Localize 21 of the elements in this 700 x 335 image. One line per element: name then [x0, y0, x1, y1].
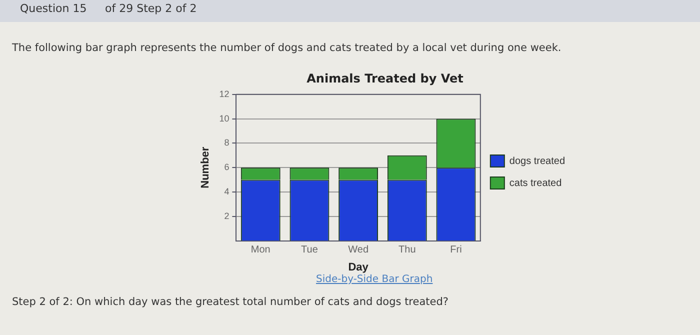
x-tick-label: Mon — [250, 244, 270, 256]
text: Question 15 — [20, 2, 87, 15]
y-tick-label: 2 — [224, 210, 230, 221]
legend-label: dogs treated — [509, 156, 566, 167]
text: Step 2 of 2: On which day was the greatest total number of cats and dogs treated? — [12, 296, 448, 308]
text: The following bar graph represents the number of dogs and cats treated by a local vet during one week. — [12, 42, 562, 54]
x-tick-label: Thu — [398, 244, 416, 256]
y-axis-title: Number — [200, 146, 212, 188]
legend-label: cats treated — [509, 178, 562, 189]
y-tick-label: 12 — [219, 88, 230, 99]
x-tick-label: Wed — [348, 244, 369, 256]
y-tick-label: 10 — [219, 113, 230, 124]
text: Side-by-Side Bar Graph — [316, 274, 433, 285]
chart-title: Animals Treated by Vet — [306, 71, 464, 86]
y-tick-label: 8 — [224, 138, 230, 148]
x-tick-label: Fri — [450, 244, 462, 256]
y-tick-label: 6 — [224, 162, 230, 172]
x-tick-label: Tue — [301, 244, 318, 256]
y-tick-label: 4 — [224, 186, 230, 196]
text: of 29 Step 2 of 2 — [105, 2, 197, 15]
x-axis-title: Day — [348, 261, 370, 274]
